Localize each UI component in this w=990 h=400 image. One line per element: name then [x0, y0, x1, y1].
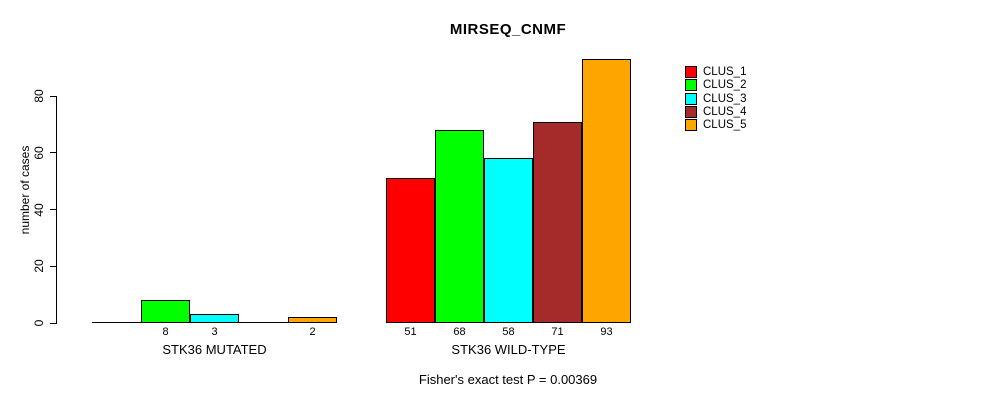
bar-value-label: 71	[551, 326, 564, 338]
y-tick-mark	[50, 322, 57, 324]
legend-swatch-clus_2	[685, 79, 697, 92]
bar-value-label: 8	[162, 326, 169, 338]
group-label: STK36 WILD-TYPE	[451, 342, 566, 357]
bar-clus_3	[190, 314, 239, 323]
bar-clus_2	[141, 300, 190, 323]
bar-clus_1	[386, 178, 435, 323]
y-tick-label: 0	[32, 319, 46, 327]
legend-swatch-clus_1	[685, 66, 697, 78]
y-tick-label: 20	[32, 259, 46, 273]
legend-label: CLUS_1	[703, 66, 747, 78]
y-tick-label: 60	[32, 146, 46, 160]
legend-swatch-clus_3	[685, 92, 697, 105]
bar-value-label: 51	[404, 326, 417, 338]
y-tick-label: 80	[32, 89, 46, 103]
bar-value-label: 3	[211, 326, 218, 338]
bar-clus_2	[435, 130, 484, 323]
bar-value-label: 2	[309, 326, 316, 338]
bar-clus_4	[533, 122, 582, 323]
legend-swatch-clus_4	[685, 105, 697, 118]
chart-title: MIRSEQ_CNMF	[449, 21, 567, 38]
bar-clus_3	[484, 158, 533, 323]
y-tick-mark	[50, 152, 57, 154]
bar-value-label: 58	[502, 326, 515, 338]
fisher-test-annotation: Fisher's exact test P = 0.00369	[418, 372, 598, 387]
zero-height-bar-clus_4	[239, 322, 289, 323]
bar-clus_5	[582, 59, 631, 323]
legend-label: CLUS_3	[703, 92, 747, 105]
y-axis-label: number of cases	[18, 145, 32, 235]
y-tick-label: 40	[32, 202, 46, 217]
zero-height-bar-clus_1	[92, 322, 142, 323]
bar-value-label: 68	[453, 326, 466, 338]
group-label: STK36 MUTATED	[162, 342, 267, 357]
legend-label: CLUS_2	[703, 79, 747, 92]
y-tick-mark	[50, 209, 57, 210]
y-axis-line	[56, 96, 57, 324]
y-tick-mark	[50, 95, 57, 97]
bar-clus_5	[288, 317, 337, 323]
y-tick-mark	[50, 265, 57, 267]
legend-label: CLUS_4	[703, 105, 747, 118]
legend-label: CLUS_5	[703, 119, 747, 132]
bar-value-label: 93	[600, 326, 613, 338]
legend-swatch-clus_5	[685, 119, 697, 132]
